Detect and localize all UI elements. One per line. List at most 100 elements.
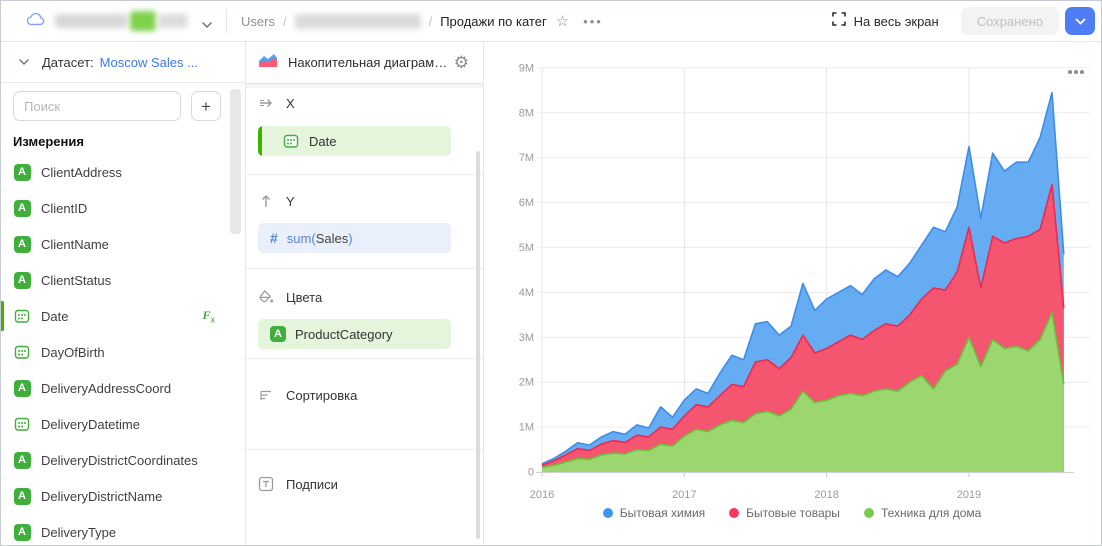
section-labels-label: Подписи	[286, 476, 338, 492]
section-y: Y	[258, 193, 295, 209]
legend-dot-icon	[863, 508, 874, 518]
color-field-name: ProductCategory	[295, 326, 393, 342]
svg-text:7M: 7M	[519, 152, 534, 164]
dataset-label: Датасет:	[42, 54, 94, 70]
redacted-breadcrumb-folder[interactable]	[294, 13, 421, 29]
legend-label: Техника для дома	[880, 506, 982, 520]
chart-type-selector[interactable]: Накопительная диаграм… ⚙	[246, 42, 483, 84]
legend-item[interactable]: Бытовые товары	[729, 506, 840, 520]
field-row[interactable]: A DeliveryDistrictCoordinates Fx	[1, 442, 245, 478]
chevron-down-icon[interactable]	[18, 53, 30, 71]
y-field-name: sum(Sales)	[286, 230, 353, 246]
active-field-accent	[1, 265, 4, 295]
save-dropdown-button[interactable]	[1065, 7, 1095, 35]
breadcrumb-separator: /	[428, 13, 433, 29]
calendar-icon	[13, 307, 31, 325]
saved-button[interactable]: Сохранено	[960, 7, 1059, 35]
chart-config-panel: Накопительная диаграм… ⚙ X Date	[246, 42, 484, 545]
measure-icon: #	[270, 230, 278, 246]
active-field-accent	[1, 373, 4, 403]
arrow-up-icon	[258, 193, 274, 209]
active-field-accent	[1, 229, 4, 259]
active-field-accent	[1, 481, 4, 511]
section-y-label: Y	[286, 193, 295, 209]
chart-menu-icon[interactable]	[1064, 66, 1088, 78]
legend-item[interactable]: Бытовая химия	[602, 506, 705, 520]
field-list-scrollbar[interactable]	[230, 89, 241, 234]
section-x-label: X	[286, 95, 295, 111]
config-panel-scrollbar[interactable]	[476, 151, 480, 539]
y-field-pill[interactable]: # sum(Sales)	[258, 223, 451, 253]
favorite-star-icon[interactable]: ☆	[555, 13, 570, 30]
active-field-accent	[1, 157, 4, 187]
svg-text:4M: 4M	[519, 287, 534, 299]
dataset-name-link[interactable]: Moscow Sales ...	[99, 54, 198, 70]
add-field-button[interactable]: +	[191, 91, 221, 121]
active-field-accent	[1, 409, 4, 439]
section-divider	[246, 268, 483, 269]
field-name: Date	[41, 308, 69, 324]
string-type-icon: A	[13, 523, 31, 541]
gear-icon[interactable]: ⚙	[453, 52, 469, 72]
field-name: ClientID	[41, 200, 88, 216]
sort-icon	[258, 387, 274, 403]
field-row[interactable]: Date Fx	[1, 298, 245, 334]
field-row[interactable]: A ClientID Fx	[1, 190, 245, 226]
calendar-icon	[13, 415, 31, 433]
paint-bucket-icon	[258, 289, 274, 305]
active-field-accent	[1, 301, 4, 331]
svg-text:0: 0	[528, 467, 534, 479]
field-name: ClientAddress	[41, 164, 122, 180]
breadcrumb-root[interactable]: Users	[241, 13, 275, 29]
fullscreen-label: На весь экран	[853, 13, 939, 29]
x-field-name: Date	[309, 133, 337, 149]
area-chart-icon	[258, 52, 278, 73]
x-field-pill[interactable]: Date	[258, 126, 451, 156]
svg-text:5M: 5M	[519, 242, 534, 254]
chevron-down-icon	[201, 16, 213, 34]
svg-text:3M: 3M	[519, 332, 534, 344]
legend-item[interactable]: Техника для дома	[863, 506, 982, 520]
calendar-icon	[13, 343, 31, 361]
topbar-divider	[226, 9, 227, 33]
field-row[interactable]: A DeliveryDistrictName Fx	[1, 478, 245, 514]
field-row[interactable]: DeliveryDatetime Fx	[1, 406, 245, 442]
active-field-accent	[1, 445, 4, 475]
field-name: DayOfBirth	[41, 344, 105, 360]
fullscreen-icon	[831, 11, 846, 31]
svg-text:2018: 2018	[814, 489, 838, 501]
top-bar: Users / / Продажи по катег ☆ ••• На весь…	[1, 1, 1101, 42]
svg-text:9M: 9M	[519, 62, 534, 74]
more-actions-icon[interactable]: •••	[583, 13, 603, 29]
string-type-icon: A	[13, 451, 31, 469]
breadcrumb-current-title: Продажи по катег	[440, 13, 547, 29]
field-search-input[interactable]	[13, 91, 181, 121]
field-row[interactable]: A DeliveryAddressCoord Fx	[1, 370, 245, 406]
calendar-icon	[282, 132, 300, 150]
field-name: DeliveryAddressCoord	[41, 380, 172, 396]
cloud-icon	[26, 12, 45, 31]
string-type-icon: A	[13, 163, 31, 181]
chevron-down-icon	[1074, 17, 1086, 25]
tenant-switcher[interactable]	[1, 1, 226, 41]
color-field-pill[interactable]: A ProductCategory	[258, 319, 451, 349]
field-row[interactable]: A ClientAddress Fx	[1, 154, 245, 190]
field-row[interactable]: A DeliveryType Fx	[1, 514, 245, 545]
active-field-accent	[1, 337, 4, 367]
active-field-accent	[1, 193, 4, 223]
section-colors-label: Цвета	[286, 289, 323, 305]
string-type-icon: A	[270, 326, 286, 342]
chart-type-label: Накопительная диаграм…	[288, 55, 446, 70]
svg-text:2017: 2017	[672, 489, 696, 501]
stacked-area-chart[interactable]: 0 1M 2M 3M 4M 5M 6M 7M 8M 9M 2016 2017 2018 2019	[484, 42, 1100, 546]
dataset-header: Датасет: Moscow Sales ...	[1, 42, 245, 83]
field-row[interactable]: A ClientStatus Fx	[1, 262, 245, 298]
svg-text:6M: 6M	[519, 197, 534, 209]
section-divider	[246, 358, 483, 359]
string-type-icon: A	[13, 271, 31, 289]
legend-dot-icon	[729, 508, 740, 518]
fullscreen-button[interactable]: На весь экран	[831, 11, 939, 31]
field-row[interactable]: A ClientName Fx	[1, 226, 245, 262]
active-field-accent	[258, 126, 262, 156]
field-row[interactable]: DayOfBirth Fx	[1, 334, 245, 370]
